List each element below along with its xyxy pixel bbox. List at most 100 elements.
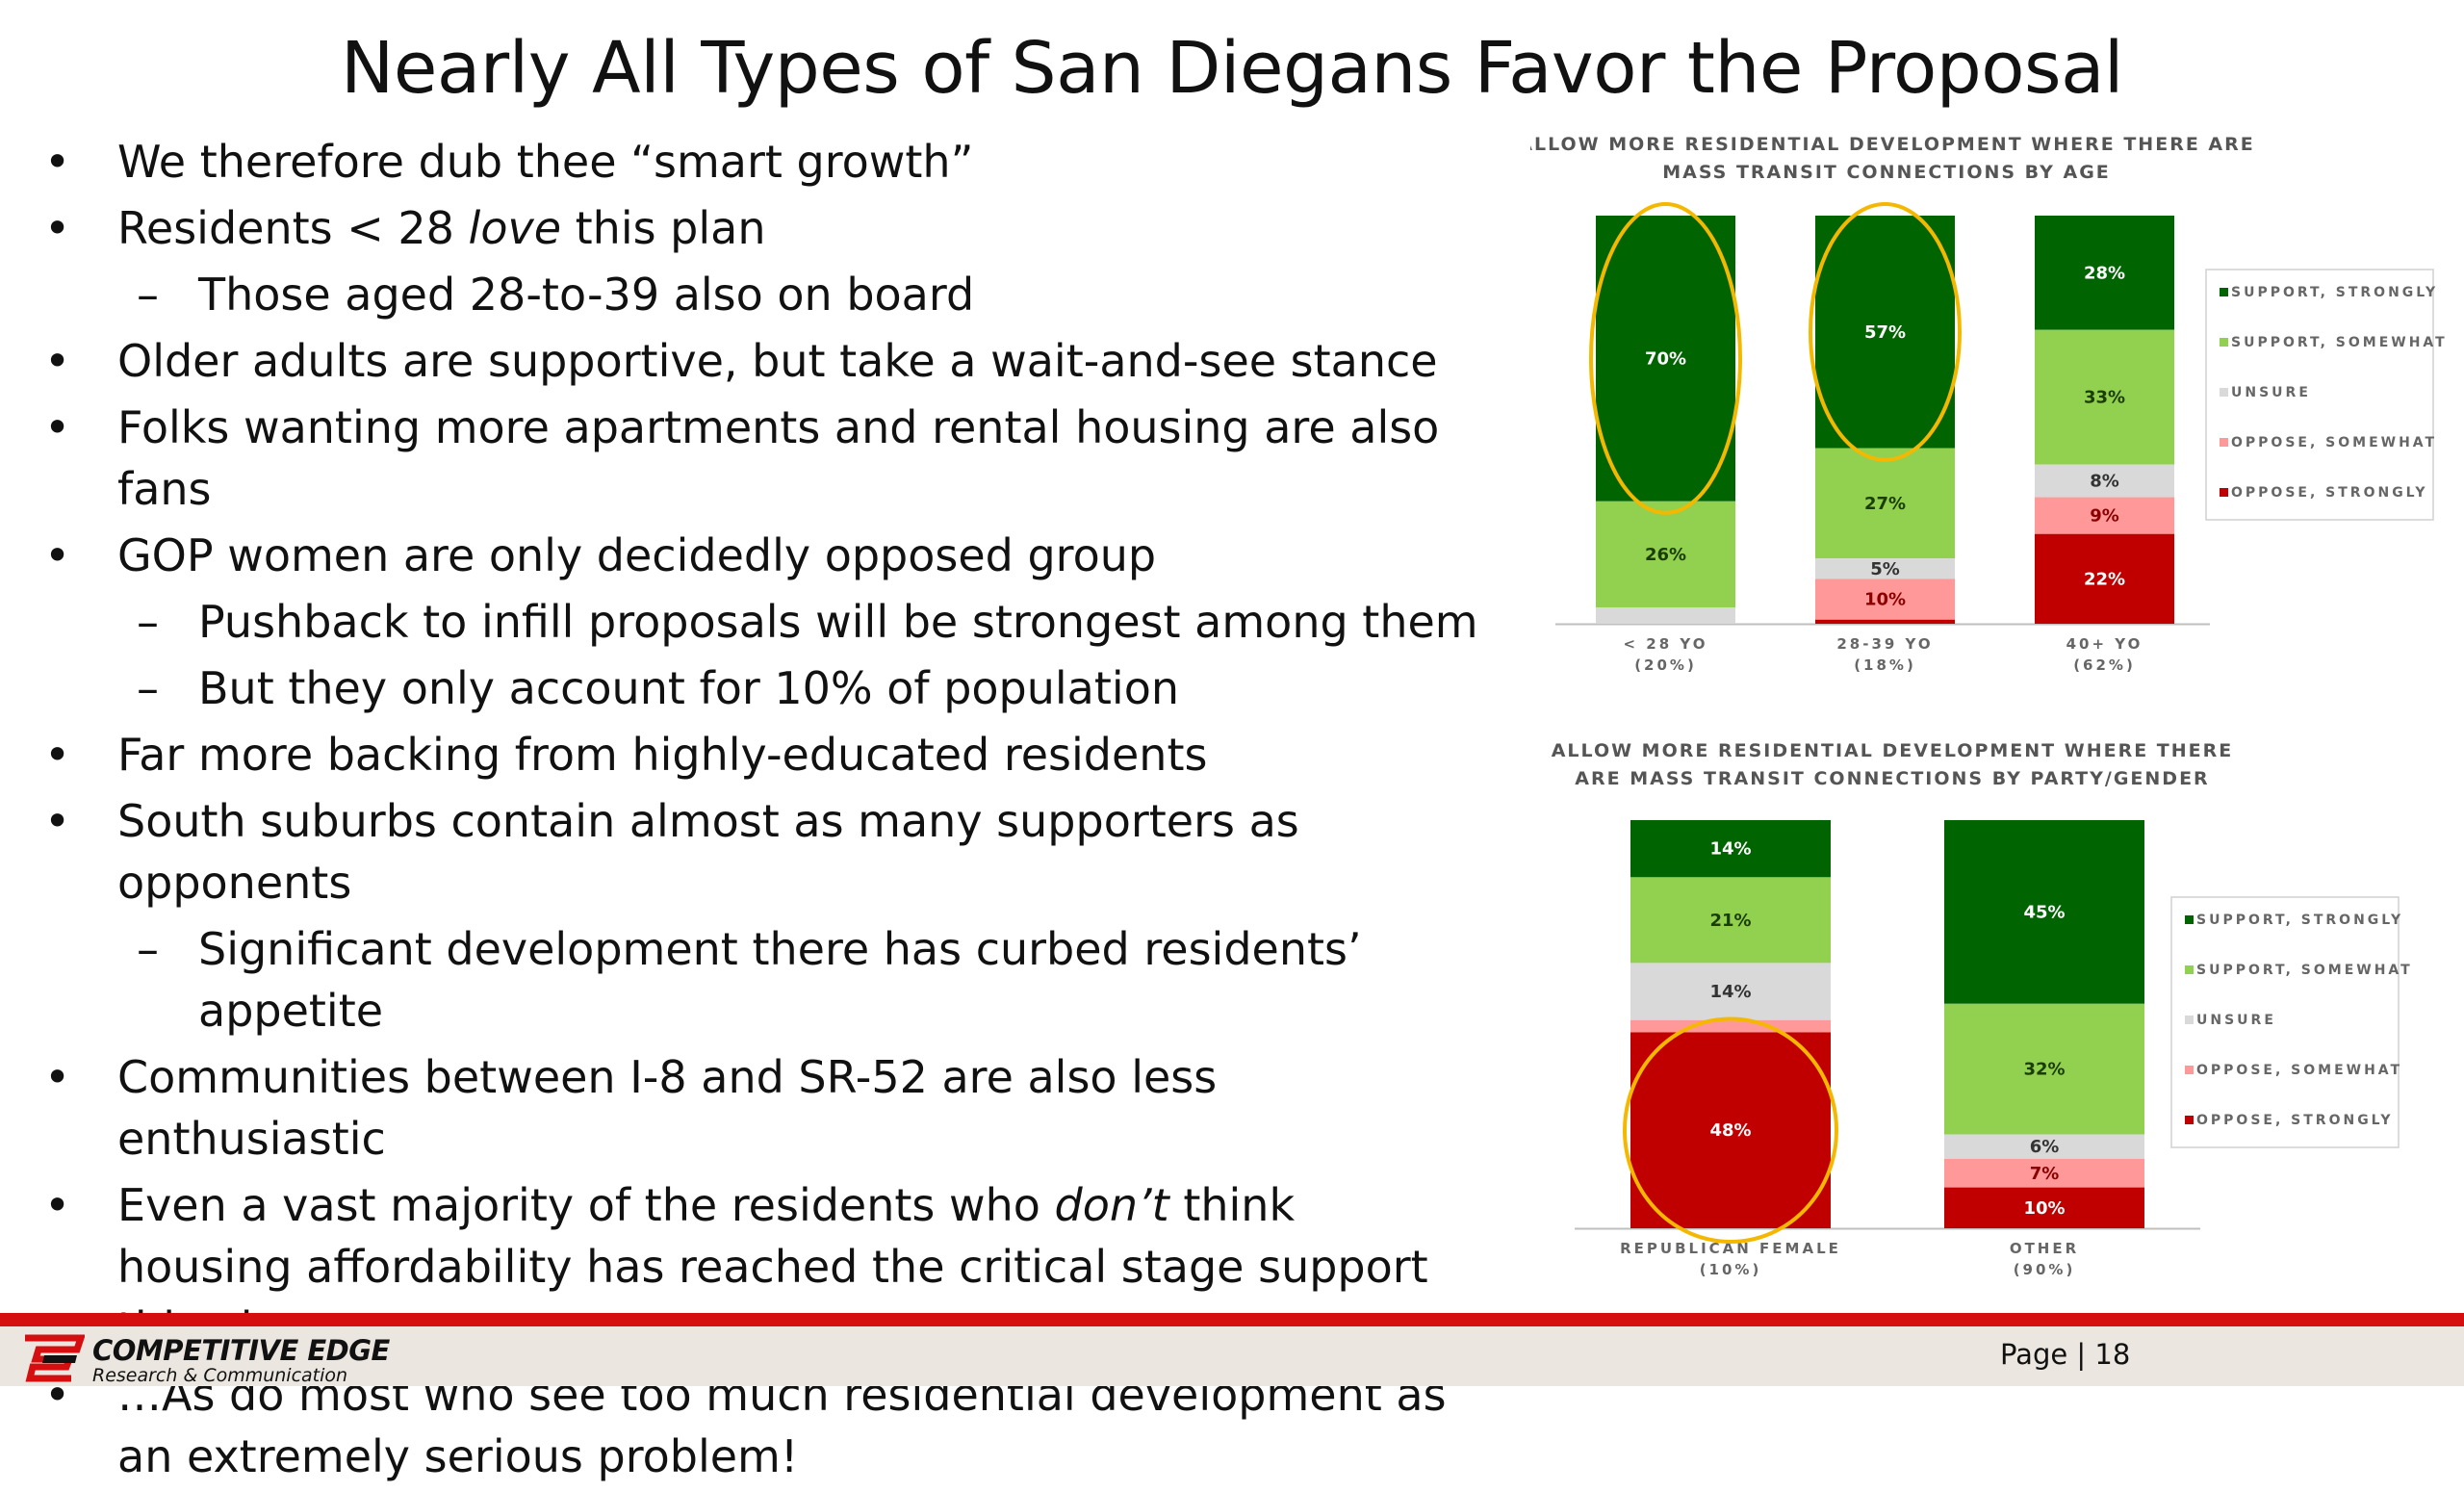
bullet-dash: – <box>137 923 159 975</box>
bullet-text: But they only account for 10% of populat… <box>198 662 1179 714</box>
page-number: Page | 18 <box>2000 1338 2131 1371</box>
legend-label: OPPOSE, SOMEWHAT <box>2231 435 2437 450</box>
legend-swatch <box>2185 1016 2194 1024</box>
bar-segment <box>1596 216 1735 502</box>
chart-title-line: MASS TRANSIT CONNECTIONS BY AGE <box>1662 162 2111 183</box>
highlight-ring <box>1623 1016 1838 1244</box>
bar-segment <box>2035 497 2174 534</box>
bullet-text: South suburbs contain almost as many sup… <box>117 795 1299 909</box>
bullet-dot: • <box>44 335 71 387</box>
bullet-text: Communities between I-8 and SR-52 are al… <box>117 1051 1218 1165</box>
chart-by-age: ALLOW MORE RESIDENTIAL DEVELOPMENT WHERE… <box>1530 129 2445 687</box>
data-label: 9% <box>2090 506 2119 527</box>
data-label: 27% <box>1864 494 1906 514</box>
bar-segment <box>2035 464 2174 498</box>
category-label: 28-39 YO <box>1836 635 1933 653</box>
data-label: 70% <box>1645 348 1686 369</box>
bar-segment <box>1944 1134 2144 1159</box>
bullet-text: Significant development there has curbed… <box>198 923 1362 1037</box>
bullet-text: We therefore dub thee “smart growth” <box>117 136 974 188</box>
data-label: 48% <box>1709 1120 1751 1141</box>
chart-title-line: ARE MASS TRANSIT CONNECTIONS BY PARTY/GE… <box>1575 768 2209 789</box>
bar-segment <box>1630 963 1831 1020</box>
category-label: REPUBLICAN FEMALE <box>1620 1240 1841 1257</box>
data-label: 5% <box>1870 559 1900 579</box>
data-label: 7% <box>2030 1164 2060 1184</box>
bullet-dot: • <box>44 1051 71 1103</box>
logo-subtitle: Research & Communication <box>92 1365 348 1386</box>
data-label: 8% <box>2090 472 2119 492</box>
legend-label: SUPPORT, STRONGLY <box>2196 913 2403 928</box>
bar-segment <box>2035 533 2174 624</box>
legend-swatch <box>2185 1066 2194 1074</box>
bullet-text: love <box>468 202 561 254</box>
sub-bullet-item: – Pushback to infill proposals will be st… <box>38 591 1482 653</box>
bar-segment <box>1815 216 1955 449</box>
chart-title-line: ALLOW MORE RESIDENTIAL DEVELOPMENT WHERE… <box>1530 134 2255 155</box>
data-label: 26% <box>1645 545 1686 565</box>
footer-bar <box>0 1326 2464 1386</box>
category-label: OTHER <box>2010 1240 2079 1257</box>
data-label: 14% <box>1709 839 1751 860</box>
category-label: < 28 YO <box>1624 635 1708 653</box>
bullet-item: • GOP women are only decidedly opposed gr… <box>38 525 1482 586</box>
bullet-dot: • <box>44 401 71 453</box>
sub-bullet-item: – But they only account for 10% of popula… <box>38 657 1482 719</box>
bullet-item: • Far more backing from highly-educated r… <box>38 724 1482 785</box>
data-label: 22% <box>2084 569 2125 589</box>
data-label: 57% <box>1864 322 1906 343</box>
bar-segment <box>1944 1187 2144 1228</box>
legend-label: UNSURE <box>2196 1013 2276 1028</box>
legend-box <box>2205 269 2434 521</box>
bullet-item: • We therefore dub thee “smart growth” <box>38 131 1482 193</box>
bullet-text: Even a vast majority of the residents wh… <box>117 1179 1055 1231</box>
chart-svg: ALLOW MORE RESIDENTIAL DEVELOPMENT WHERE… <box>1552 740 2410 1278</box>
bullet-text: Far more backing from highly-educated re… <box>117 729 1208 781</box>
sub-bullet-item: – Those aged 28-to-39 also on board <box>38 264 1482 325</box>
legend-box <box>2170 896 2400 1148</box>
chart-svg: ALLOW MORE RESIDENTIAL DEVELOPMENT WHERE… <box>1530 134 2445 674</box>
legend-swatch <box>2220 488 2228 497</box>
legend-label: SUPPORT, SOMEWHAT <box>2231 335 2445 350</box>
bar-segment <box>2035 329 2174 465</box>
legend-label: OPPOSE, STRONGLY <box>2231 485 2428 501</box>
legend-label: SUPPORT, STRONGLY <box>2231 285 2438 300</box>
bullet-dot: • <box>44 729 71 781</box>
sub-bullet-item: – Significant development there has curbe… <box>38 918 1482 1042</box>
category-share-label: (10%) <box>1700 1261 1762 1278</box>
legend-swatch <box>2220 288 2228 296</box>
bar-segment <box>1944 1003 2144 1135</box>
legend-swatch <box>2220 438 2228 447</box>
logo-name: COMPETITIVE EDGE <box>92 1334 390 1367</box>
highlight-ring <box>1809 202 1962 462</box>
bar-segment <box>1630 877 1831 964</box>
bullet-dot: • <box>44 1179 71 1231</box>
bullet-item: • Residents < 28 love this plan <box>38 197 1482 259</box>
bar-segment <box>1630 1019 1831 1033</box>
data-label: 10% <box>2023 1198 2065 1219</box>
bullet-list: • We therefore dub thee “smart growth” • Re… <box>38 131 1482 1492</box>
bar-segment <box>1815 619 1955 624</box>
bullet-text: GOP women are only decidedly opposed gro… <box>117 529 1157 581</box>
bar-segment <box>1815 558 1955 579</box>
bar-segment <box>1630 1032 1831 1228</box>
bullet-dash: – <box>137 596 159 648</box>
bullet-text: Residents < 28 <box>117 202 469 254</box>
data-label: 45% <box>2023 902 2065 922</box>
bullet-item: • Folks wanting more apartments and renta… <box>38 397 1482 520</box>
legend-swatch <box>2220 388 2228 397</box>
data-label: 32% <box>2023 1060 2065 1080</box>
bar-segment <box>1596 607 1735 624</box>
category-label: 40+ YO <box>2066 635 2143 653</box>
footer-rule <box>0 1313 2464 1326</box>
bullet-text: Older adults are supportive, but take a … <box>117 335 1438 387</box>
legend-swatch <box>2185 965 2194 974</box>
slide-title: Nearly All Types of San Diegans Favor th… <box>341 27 2124 110</box>
bullet-text: don’t <box>1054 1179 1169 1231</box>
logo-icon <box>25 1334 85 1382</box>
bar-segment <box>1944 1158 2144 1188</box>
bar-segment <box>1815 448 1955 559</box>
bullet-text: Pushback to infill proposals will be str… <box>198 596 1478 648</box>
bullet-item: • Older adults are supportive, but take a… <box>38 330 1482 392</box>
legend-swatch <box>2185 915 2194 924</box>
